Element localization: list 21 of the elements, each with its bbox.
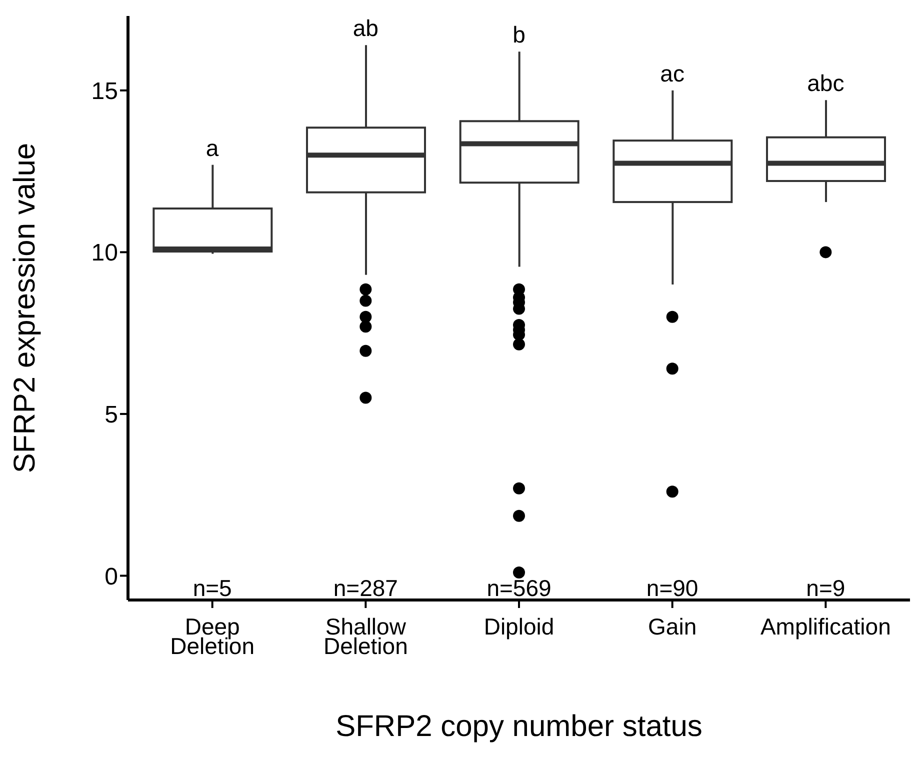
x-tick-label: Shallow Deletion [323,613,408,659]
annotation: n=287 [333,575,398,601]
y-tick-label: 0 [104,563,118,590]
annotation: abc [807,70,844,96]
x-tick-label: Deep Deletion [170,613,255,659]
y-tick-label: 10 [91,240,118,267]
x-tick-label: Diploid [484,613,554,640]
y-axis-title: SFRP2 expression value [8,142,42,474]
annotation: a [206,134,219,161]
y-tick-label: 15 [91,78,118,105]
annotation: n=5 [192,575,232,601]
annotation: n=569 [486,575,552,601]
annotation: ab [352,15,378,42]
annotation: n=90 [646,575,698,601]
annotation: n=9 [806,575,846,601]
annotation: ac [660,60,684,86]
y-tick-label: 5 [104,401,118,428]
annotation: b [512,22,526,48]
x-axis-title: SFRP2 copy number status [336,710,702,743]
x-tick-label: Gain [648,613,697,640]
x-tick-label: Amplification [760,613,891,640]
